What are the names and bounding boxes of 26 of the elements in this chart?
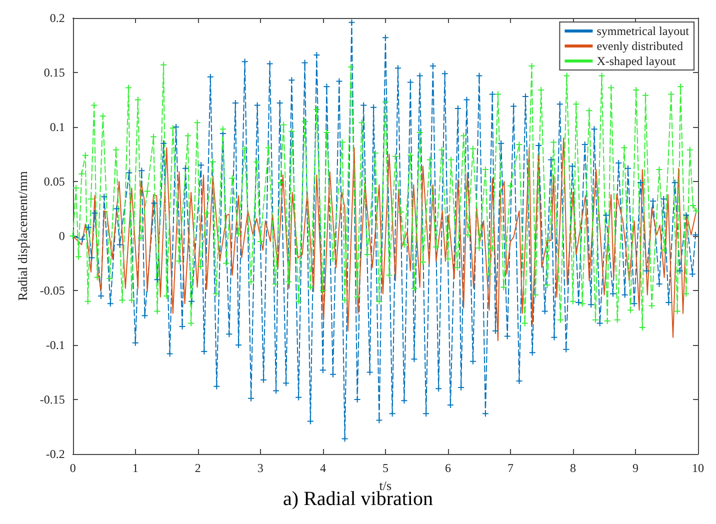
- y-tick-label: 0.05: [44, 174, 65, 188]
- y-tick-label: 0.2: [50, 11, 65, 25]
- legend-label: X-shaped layout: [596, 54, 676, 68]
- y-tick-label: 0.15: [44, 66, 65, 80]
- x-tick-label: 2: [194, 461, 201, 475]
- legend-label: symmetrical layout: [596, 24, 690, 38]
- x-tick-label: 3: [257, 461, 264, 475]
- x-tick-label: 6: [444, 461, 451, 475]
- y-tick-label: 0.1: [50, 120, 65, 134]
- x-tick-label: 4: [320, 461, 326, 475]
- x-axis-title: t/s: [379, 478, 392, 493]
- x-tick-label: 7: [507, 461, 514, 475]
- x-tick-label: 9: [632, 461, 638, 475]
- y-tick-label: -0.05: [40, 284, 65, 298]
- y-tick-label: -0.2: [46, 447, 65, 461]
- x-tick-label: 10: [692, 461, 704, 475]
- y-tick-label: 0: [58, 229, 65, 243]
- line-series: [72, 137, 697, 342]
- y-tick-label: -0.1: [46, 338, 65, 352]
- y-tick-label: -0.15: [40, 392, 65, 406]
- x-tick-label: 0: [70, 461, 76, 475]
- legend-label: evenly distributed: [596, 39, 684, 53]
- y-axis-title: Radial displacement/mm: [15, 171, 30, 301]
- x-tick-label: 1: [132, 461, 138, 475]
- x-tick-label: 5: [382, 461, 388, 475]
- x-tick-label: 8: [570, 461, 576, 475]
